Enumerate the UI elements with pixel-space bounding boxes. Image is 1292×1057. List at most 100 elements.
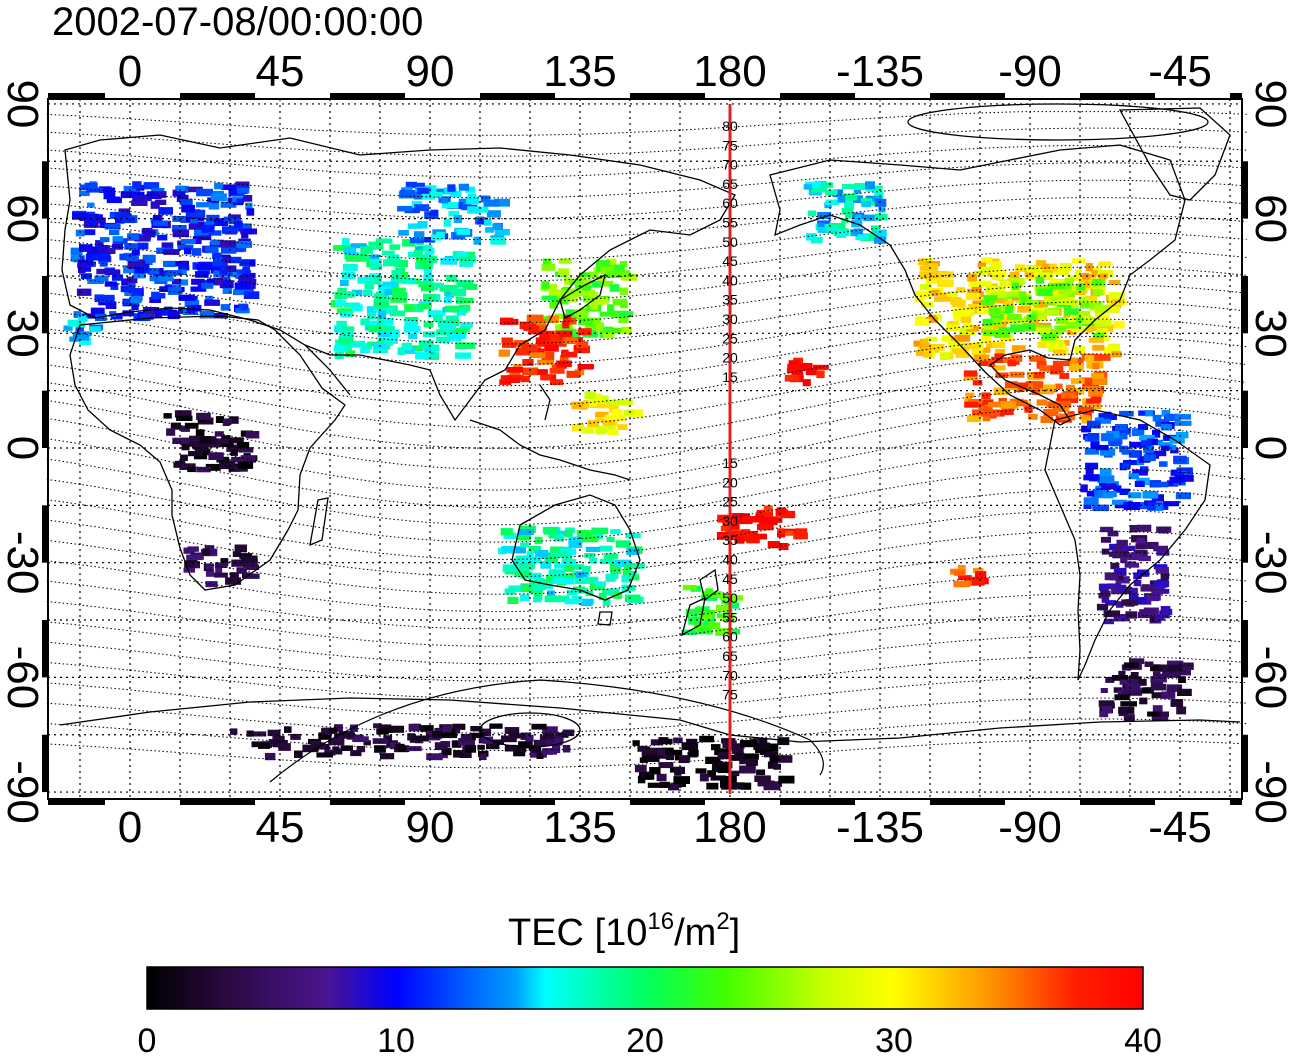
tec-cell xyxy=(72,333,90,341)
tec-cell xyxy=(84,266,92,272)
tec-cell xyxy=(614,559,632,567)
tec-cell xyxy=(369,259,382,265)
tec-cell xyxy=(1142,542,1155,549)
tec-cell xyxy=(132,181,142,189)
tec-cell xyxy=(166,428,176,436)
tec-cell xyxy=(190,214,205,222)
tec-cell xyxy=(1092,504,1110,511)
tec-cell xyxy=(252,731,267,737)
tec-cell xyxy=(204,299,220,306)
tec-cell xyxy=(1080,484,1088,493)
tec-cell xyxy=(1081,425,1092,433)
tec-cell xyxy=(414,735,429,742)
tec-cell xyxy=(535,740,546,747)
tec-cell xyxy=(302,744,318,753)
tec-cell xyxy=(788,360,800,366)
figure-title: 2002-07-08/00:00:00 xyxy=(52,0,423,44)
tec-cell xyxy=(188,561,200,569)
tec-cell xyxy=(566,297,578,303)
tec-cell xyxy=(972,567,984,574)
mlat-label-south: 30 xyxy=(722,513,738,529)
tec-cell xyxy=(141,194,152,202)
tec-cell xyxy=(623,584,636,591)
tec-cell xyxy=(441,729,456,737)
tec-cell xyxy=(342,263,358,271)
tec-cell xyxy=(340,311,352,318)
tec-cell xyxy=(176,185,185,192)
tec-cell xyxy=(1005,381,1018,389)
tec-cell xyxy=(316,752,333,758)
tec-cell xyxy=(458,183,470,191)
tec-cell xyxy=(374,293,390,301)
tec-cell xyxy=(184,560,194,568)
tec-cell xyxy=(334,291,348,300)
tec-cell xyxy=(1114,615,1130,622)
tec-cell xyxy=(483,199,500,207)
tec-cell xyxy=(1140,586,1154,592)
tec-cell xyxy=(455,352,472,359)
tec-cell xyxy=(1049,279,1066,286)
tec-cell xyxy=(1151,450,1167,457)
mlat-label-south: 20 xyxy=(722,474,738,490)
tec-cell xyxy=(1116,601,1124,608)
tec-cell xyxy=(812,364,829,370)
tec-cell xyxy=(1060,262,1070,269)
tec-cell xyxy=(925,316,938,323)
tec-cell xyxy=(1092,332,1105,339)
tec-cell xyxy=(383,317,394,325)
tec-cell xyxy=(199,436,212,444)
tec-cell xyxy=(1120,701,1137,707)
tec-cell xyxy=(1014,264,1026,272)
tec-cell xyxy=(1167,664,1183,672)
tec-cell xyxy=(446,274,458,283)
tec-cell xyxy=(458,198,472,206)
tec-cell xyxy=(937,271,954,279)
tec-cell xyxy=(665,738,673,745)
tec-cell xyxy=(549,334,560,341)
tec-cell xyxy=(1002,305,1014,314)
tec-cell xyxy=(1094,403,1102,410)
top-tick-bar xyxy=(780,93,855,99)
tec-cell xyxy=(244,573,260,579)
tec-cell xyxy=(360,318,370,326)
mlat-label-south: 55 xyxy=(722,609,738,625)
tec-cell xyxy=(1023,383,1033,391)
tec-cell xyxy=(715,604,730,613)
tec-cell xyxy=(1132,469,1148,476)
tec-cell xyxy=(918,258,926,266)
tec-cell xyxy=(595,411,609,418)
tec-cell xyxy=(335,748,343,755)
tec-cell xyxy=(486,742,500,750)
tec-cell xyxy=(543,527,558,535)
tec-cell xyxy=(805,368,818,376)
tec-cell xyxy=(1066,329,1077,335)
tec-cell xyxy=(171,225,187,232)
tec-cell xyxy=(1095,328,1108,336)
tec-cell xyxy=(1070,313,1080,319)
tec-cell xyxy=(518,528,534,535)
tec-cell xyxy=(211,266,222,274)
tec-cell xyxy=(391,329,400,338)
tec-cell xyxy=(853,187,861,194)
tec-cell xyxy=(607,428,619,436)
tec-cell xyxy=(77,265,86,273)
right-lat-label: 90 xyxy=(1246,79,1292,128)
tec-cell xyxy=(1110,562,1120,570)
tec-cell xyxy=(453,740,461,747)
tec-cell xyxy=(1074,269,1082,276)
tec-cell xyxy=(950,297,962,305)
tec-cell xyxy=(1085,469,1094,475)
tec-cell xyxy=(1064,287,1072,294)
tec-cell xyxy=(546,590,555,597)
tec-cell xyxy=(435,329,449,336)
tec-cell xyxy=(589,557,597,564)
tec-cell xyxy=(360,246,373,254)
tec-cell xyxy=(231,559,244,567)
left-lat-label: 60 xyxy=(0,194,47,243)
tec-cell xyxy=(1070,378,1085,384)
tec-cell xyxy=(591,527,609,535)
tec-cell xyxy=(925,336,937,342)
tec-cell xyxy=(723,611,733,619)
tec-cell xyxy=(973,270,986,277)
tec-cell xyxy=(187,186,203,193)
